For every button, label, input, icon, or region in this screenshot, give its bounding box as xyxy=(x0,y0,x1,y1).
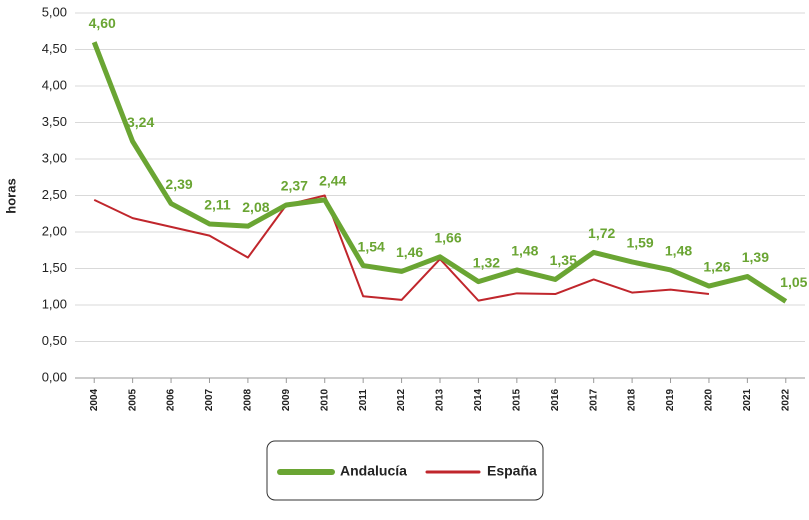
x-tick-label: 2020 xyxy=(704,388,715,411)
value-label: 2,08 xyxy=(242,199,269,215)
value-label: 1,35 xyxy=(550,252,577,268)
y-tick-label: 2,00 xyxy=(42,223,67,238)
x-tick-label: 2004 xyxy=(89,388,100,411)
value-label: 2,39 xyxy=(165,176,192,192)
x-tick-label: 2022 xyxy=(780,388,791,411)
y-tick-label: 2,50 xyxy=(42,187,67,202)
value-label: 1,32 xyxy=(473,254,500,270)
x-tick-label: 2017 xyxy=(588,388,599,411)
value-label: 1,48 xyxy=(665,243,692,259)
value-label: 1,66 xyxy=(434,230,461,246)
y-tick-label: 0,00 xyxy=(42,369,67,384)
x-tick-label: 2008 xyxy=(243,388,254,411)
y-tick-label: 1,00 xyxy=(42,296,67,311)
series-line xyxy=(91,41,788,304)
value-label: 1,05 xyxy=(780,274,807,290)
value-label: 1,48 xyxy=(511,243,538,259)
value-label: 2,44 xyxy=(319,173,346,189)
x-tick-label: 2006 xyxy=(166,388,177,411)
x-tick-label: 2021 xyxy=(742,388,753,411)
x-tick-label: 2007 xyxy=(204,388,215,411)
value-label: 2,11 xyxy=(204,197,231,213)
y-tick-label: 1,50 xyxy=(42,260,67,275)
y-tick-label: 3,00 xyxy=(42,150,67,165)
y-tick-label: 5,00 xyxy=(42,4,67,19)
value-label: 3,24 xyxy=(127,114,154,130)
x-tick-label: 2014 xyxy=(473,388,484,411)
x-tick-label: 2009 xyxy=(281,388,292,411)
y-axis-label: horas xyxy=(3,178,18,213)
x-tick-label: 2011 xyxy=(358,389,369,411)
legend-box xyxy=(266,440,544,501)
x-tick-label: 2015 xyxy=(511,388,522,411)
x-tick-label: 2016 xyxy=(550,388,561,411)
value-label: 4,60 xyxy=(89,15,116,31)
x-tick-label: 2018 xyxy=(627,388,638,411)
x-tick-label: 2013 xyxy=(435,388,446,411)
value-label: 1,59 xyxy=(626,235,653,251)
value-label: 2,37 xyxy=(281,178,308,194)
legend-label: España xyxy=(487,463,537,479)
y-tick-label: 4,50 xyxy=(42,41,67,56)
x-tick-label: 2005 xyxy=(127,388,138,411)
x-tick-label: 2019 xyxy=(665,388,676,411)
value-label: 1,26 xyxy=(703,259,730,275)
x-tick-label: 2012 xyxy=(396,388,407,411)
legend-label: Andalucía xyxy=(340,463,407,479)
value-label: 1,54 xyxy=(358,238,385,254)
y-tick-label: 3,50 xyxy=(42,114,67,129)
x-tick-label: 2010 xyxy=(319,388,330,411)
value-label: 1,46 xyxy=(396,244,423,260)
y-tick-label: 4,00 xyxy=(42,77,67,92)
value-label: 1,39 xyxy=(742,249,769,265)
value-label: 1,72 xyxy=(588,225,615,241)
series-line xyxy=(93,194,710,302)
y-tick-label: 0,50 xyxy=(42,333,67,348)
